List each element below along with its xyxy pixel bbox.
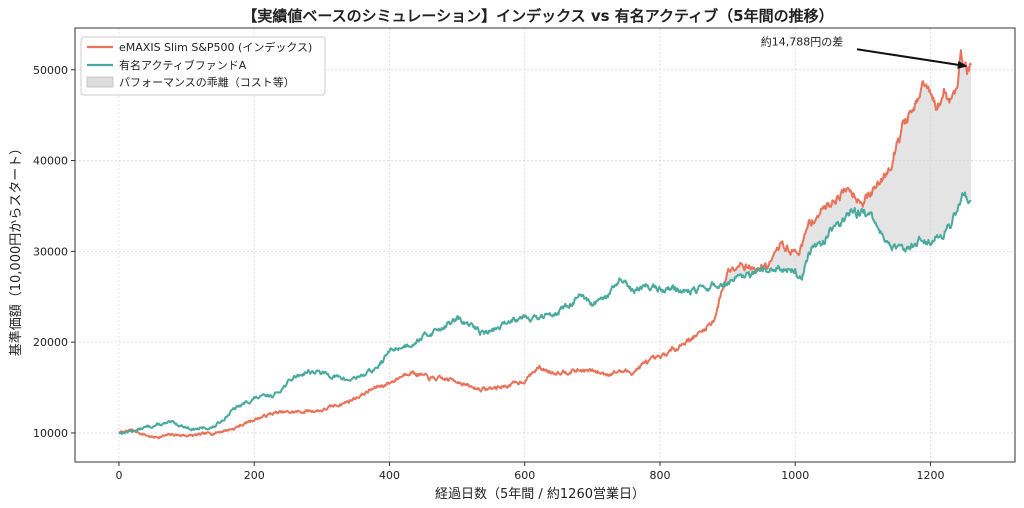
x-tick-label-3: 600 [514, 469, 535, 482]
x-tick-label-4: 800 [649, 469, 670, 482]
annotation-arrow [856, 48, 968, 69]
x-tick-label-1: 200 [244, 469, 265, 482]
plot-background [75, 28, 1015, 462]
annotation-text: 約14,788円の差 [761, 34, 844, 48]
x-tick-label-5: 1000 [781, 469, 809, 482]
y-tick-label-2: 30000 [33, 245, 68, 258]
y-tick-label-0: 10000 [33, 427, 68, 440]
x-tick-label-0: 0 [115, 469, 122, 482]
y-tick-label-3: 40000 [33, 155, 68, 168]
legend-box [80, 36, 326, 96]
legend-label-index: eMAXIS Slim S&P500 (インデックス) [119, 40, 312, 54]
y-tick-label-1: 20000 [33, 336, 68, 349]
series-line-active [118, 191, 972, 435]
legend-label-fill: パフォーマンスの乖離（コスト等） [119, 75, 295, 89]
legend-swatch-fill [86, 76, 114, 88]
series-line-index [118, 49, 972, 440]
y-tick-label-4: 50000 [33, 64, 68, 77]
y-axis-label: 基準価額（10,000円からスタート） [8, 142, 24, 357]
plot-frame [74, 27, 1016, 463]
x-axis-label: 経過日数（5年間 / 約1260営業日） [435, 486, 645, 502]
x-tick-label-2: 400 [379, 469, 400, 482]
plot-area: 0 200 400 600 800 1000 1200 10000 20000 30000 4000… [33, 27, 1016, 482]
x-tick-label-6: 1200 [916, 469, 944, 482]
legend-label-active: 有名アクティブファンドA [119, 58, 247, 72]
legend: eMAXIS Slim S&P500 (インデックス) 有名アクティブファンドA… [80, 36, 326, 96]
chart-title: 【実績値ベースのシミュレーション】インデックス vs 有名アクティブ（5年間の推… [242, 7, 833, 25]
